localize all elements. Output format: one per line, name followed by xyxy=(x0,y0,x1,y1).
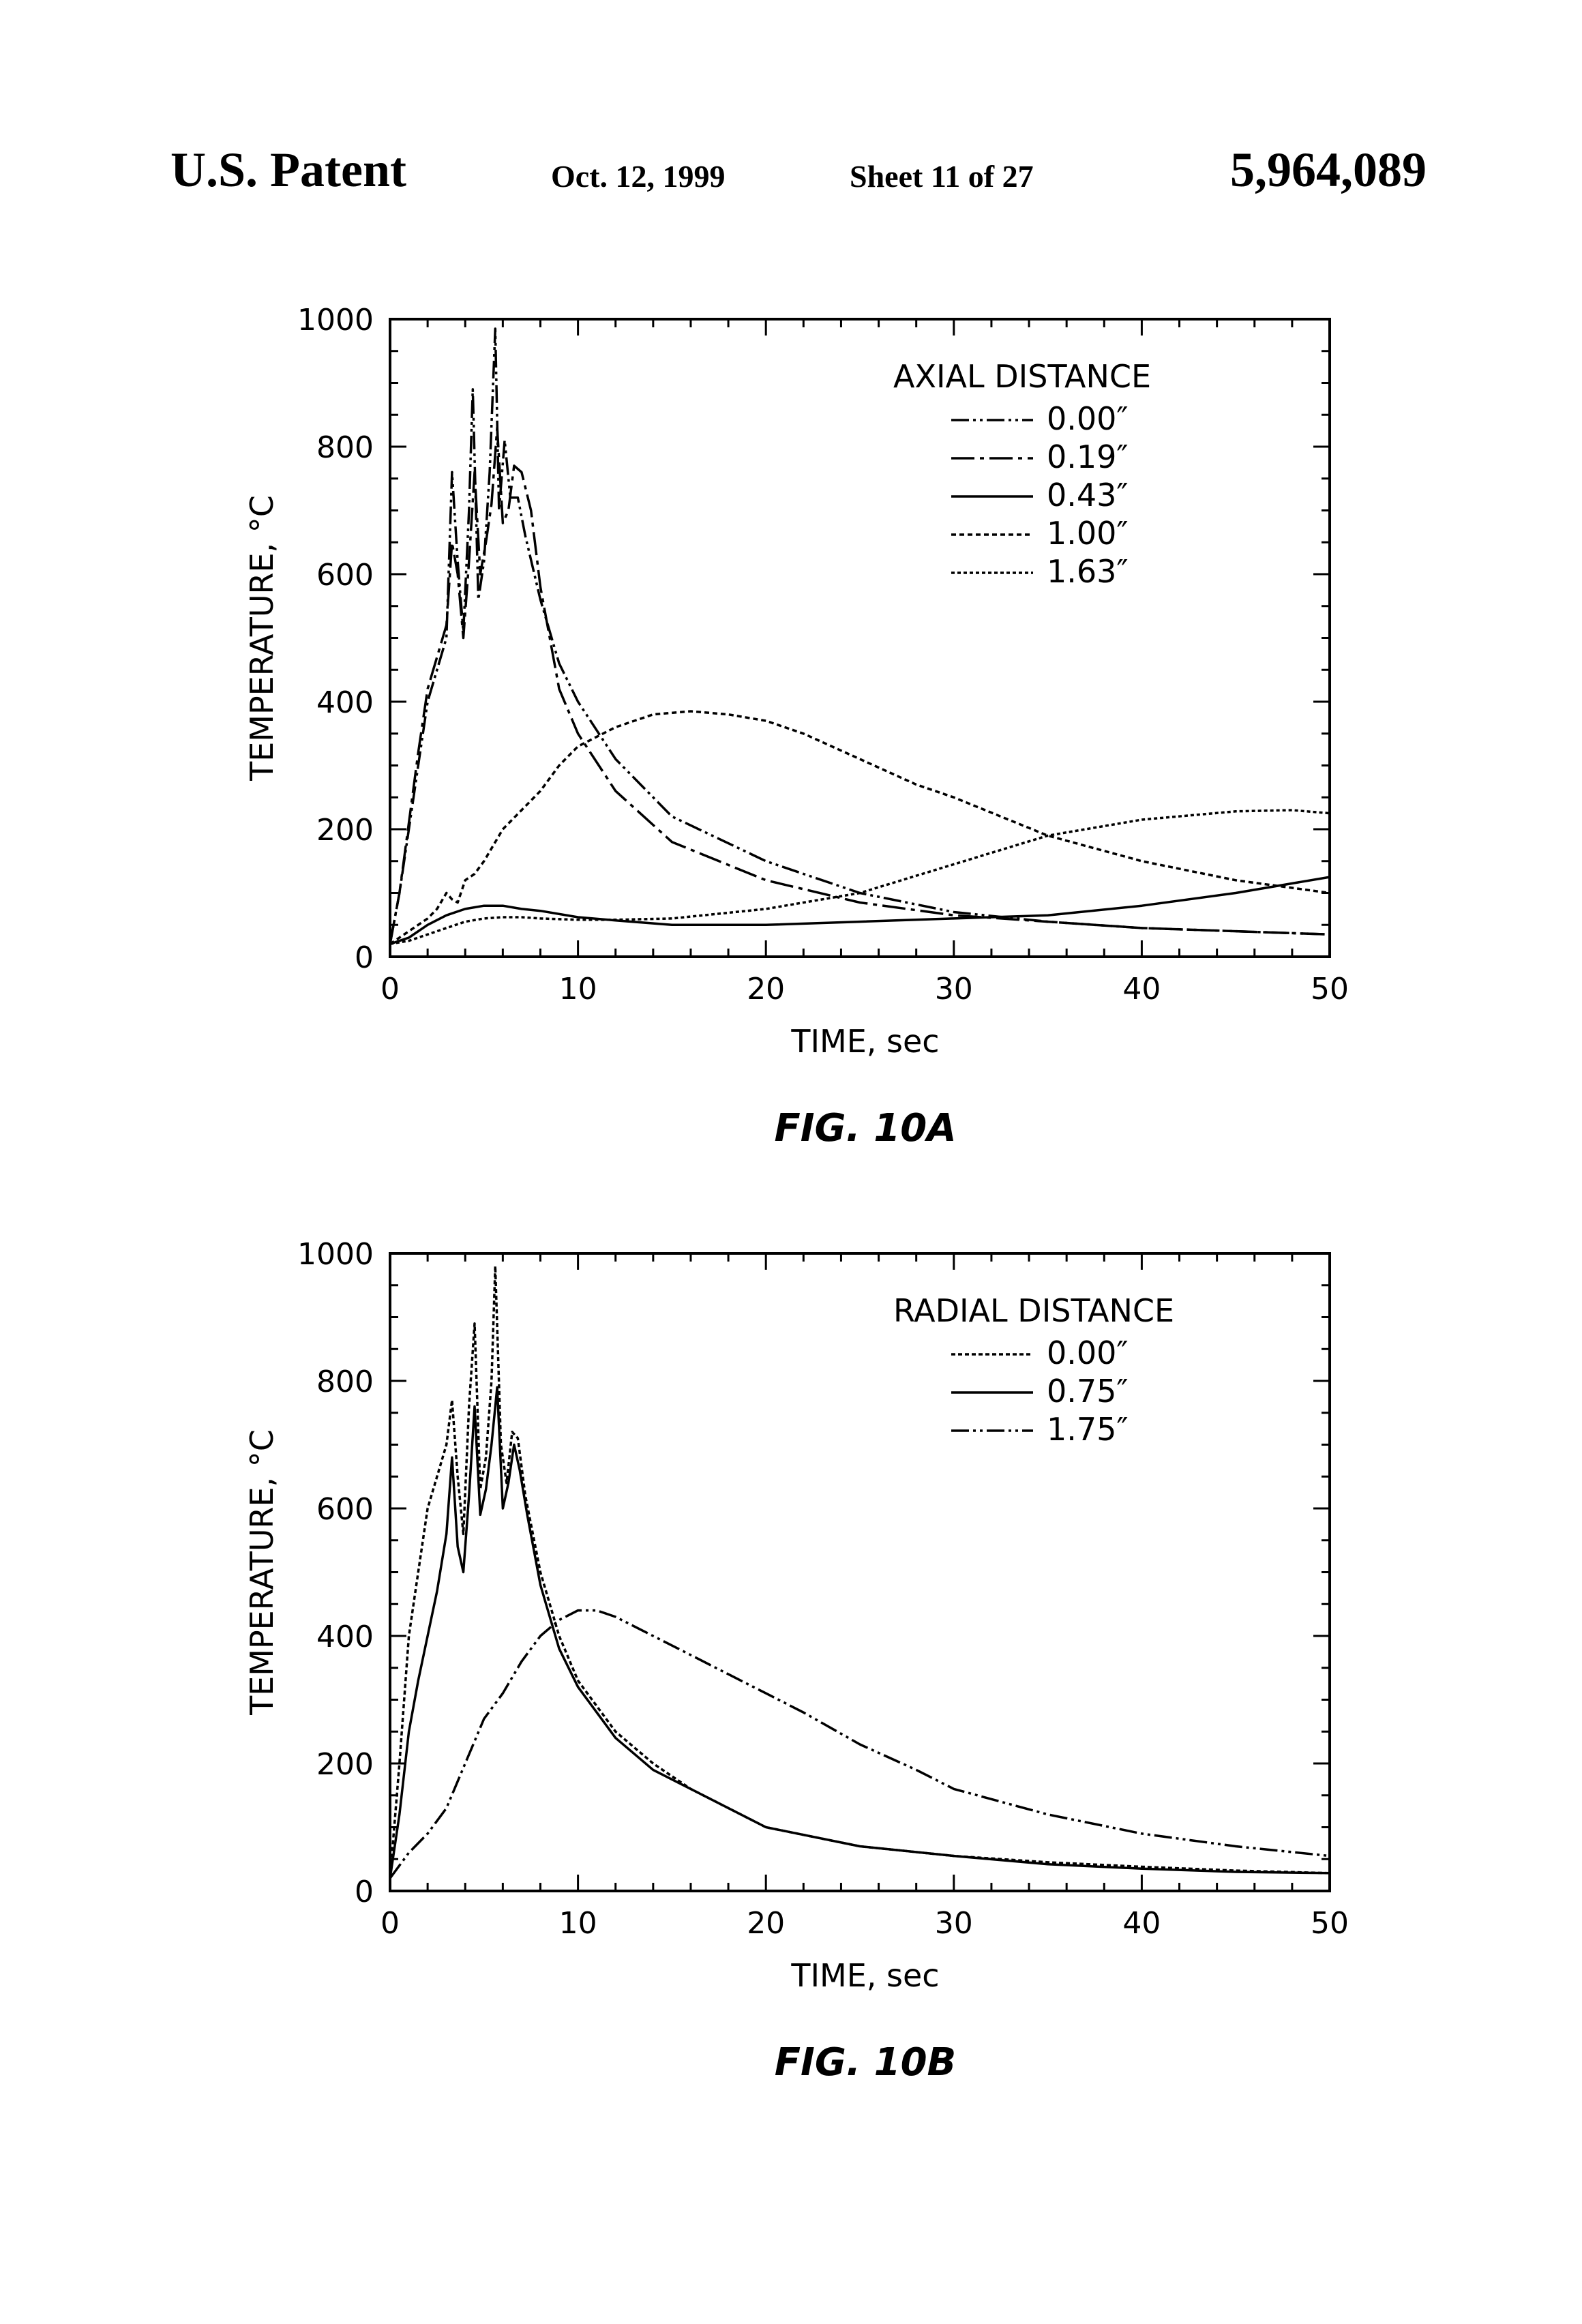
fig-10b-legend-label-2: 0.75″ xyxy=(1047,1373,1129,1410)
fig-10b-y-tick-label: 200 xyxy=(316,1747,374,1782)
fig-10a-y-tick-label: 800 xyxy=(316,430,374,465)
header-sheet: Sheet 11 of 27 xyxy=(850,158,1034,194)
fig-10b-caption: FIG. 10B xyxy=(775,2040,956,2085)
fig-10a-y-tick-label: 600 xyxy=(316,558,374,593)
fig-10b-x-tick-label: 30 xyxy=(935,1906,973,1941)
fig-10b-x-axis-label: TIME, sec xyxy=(790,1957,939,1994)
fig-10a-y-tick-label: 400 xyxy=(316,685,374,720)
fig-10a-series-line-2 xyxy=(390,428,1330,944)
header-date: Oct. 12, 1999 xyxy=(551,158,726,194)
fig-10b-y-tick-label: 600 xyxy=(316,1492,374,1527)
fig-10a-x-tick-label: 0 xyxy=(380,972,400,1007)
fig-10b-x-tick-label: 20 xyxy=(747,1906,785,1941)
fig-10a-x-tick-label: 40 xyxy=(1122,972,1161,1007)
fig-10b-series-line-3 xyxy=(390,1611,1330,1879)
fig-10b-x-tick-label: 10 xyxy=(559,1906,597,1941)
fig-10a-y-tick-label: 0 xyxy=(355,940,374,975)
fig-10b-legend-label-3: 1.75″ xyxy=(1047,1411,1129,1448)
fig-10a-x-tick-label: 50 xyxy=(1311,972,1349,1007)
header-patent-number: 5,964,089 xyxy=(1230,142,1427,198)
fig-10a-legend-title: AXIAL DISTANCE xyxy=(893,358,1151,395)
fig-10a-legend-label-2: 0.19″ xyxy=(1047,438,1129,475)
fig-10b-y-axis-label: TEMPERATURE, °C xyxy=(243,1429,280,1716)
header-patent-label: U.S. Patent xyxy=(170,142,406,198)
fig-10a-x-tick-label: 10 xyxy=(559,972,597,1007)
fig-10a-plot-frame xyxy=(390,319,1330,957)
fig-10b-series-line-2 xyxy=(390,1387,1330,1878)
fig-10a-legend-label-5: 1.63″ xyxy=(1047,553,1129,590)
fig-10b-y-tick-label: 800 xyxy=(316,1365,374,1399)
fig-10a-series-line-1 xyxy=(390,329,1330,944)
fig-10a-series-line-3 xyxy=(390,877,1330,944)
fig-10a-x-tick-label: 20 xyxy=(747,972,785,1007)
fig-10b-legend-label-1: 0.00″ xyxy=(1047,1335,1129,1371)
fig-10b-x-tick-label: 40 xyxy=(1122,1906,1161,1941)
fig-10a-y-axis-label: TEMPERATURE, °C xyxy=(243,495,280,781)
fig-10b-x-tick-label: 50 xyxy=(1311,1906,1349,1941)
fig-10a-legend-label-1: 0.00″ xyxy=(1047,400,1129,437)
fig-10b-x-tick-label: 0 xyxy=(380,1906,400,1941)
fig-10b-plot-frame xyxy=(390,1253,1330,1891)
fig-10b-y-tick-label: 0 xyxy=(355,1875,374,1909)
fig-10a-x-axis-label: TIME, sec xyxy=(790,1023,939,1060)
fig-10a-series-line-5 xyxy=(390,810,1330,944)
fig-10a-caption: FIG. 10A xyxy=(774,1106,956,1150)
fig-10b-legend-title: RADIAL DISTANCE xyxy=(893,1292,1174,1329)
fig-10a-x-tick-label: 30 xyxy=(935,972,973,1007)
fig-10b-y-tick-label: 400 xyxy=(316,1620,374,1654)
figure-10a-chart: 0 10 20 30 40 50 0 200 400 600 800 1000 TIME, sec TEM… xyxy=(0,273,1582,1159)
fig-10a-legend-label-4: 1.00″ xyxy=(1047,515,1129,552)
figure-10b-chart: 0 10 20 30 40 50 0 200 400 600 800 1000 TIME, sec TEM… xyxy=(0,1207,1582,2094)
fig-10b-series-line-1 xyxy=(390,1266,1330,1879)
fig-10a-y-tick-label: 1000 xyxy=(297,303,374,338)
fig-10a-legend-label-3: 0.43″ xyxy=(1047,477,1129,513)
fig-10a-y-tick-label: 200 xyxy=(316,813,374,848)
fig-10b-y-tick-label: 1000 xyxy=(297,1237,374,1272)
